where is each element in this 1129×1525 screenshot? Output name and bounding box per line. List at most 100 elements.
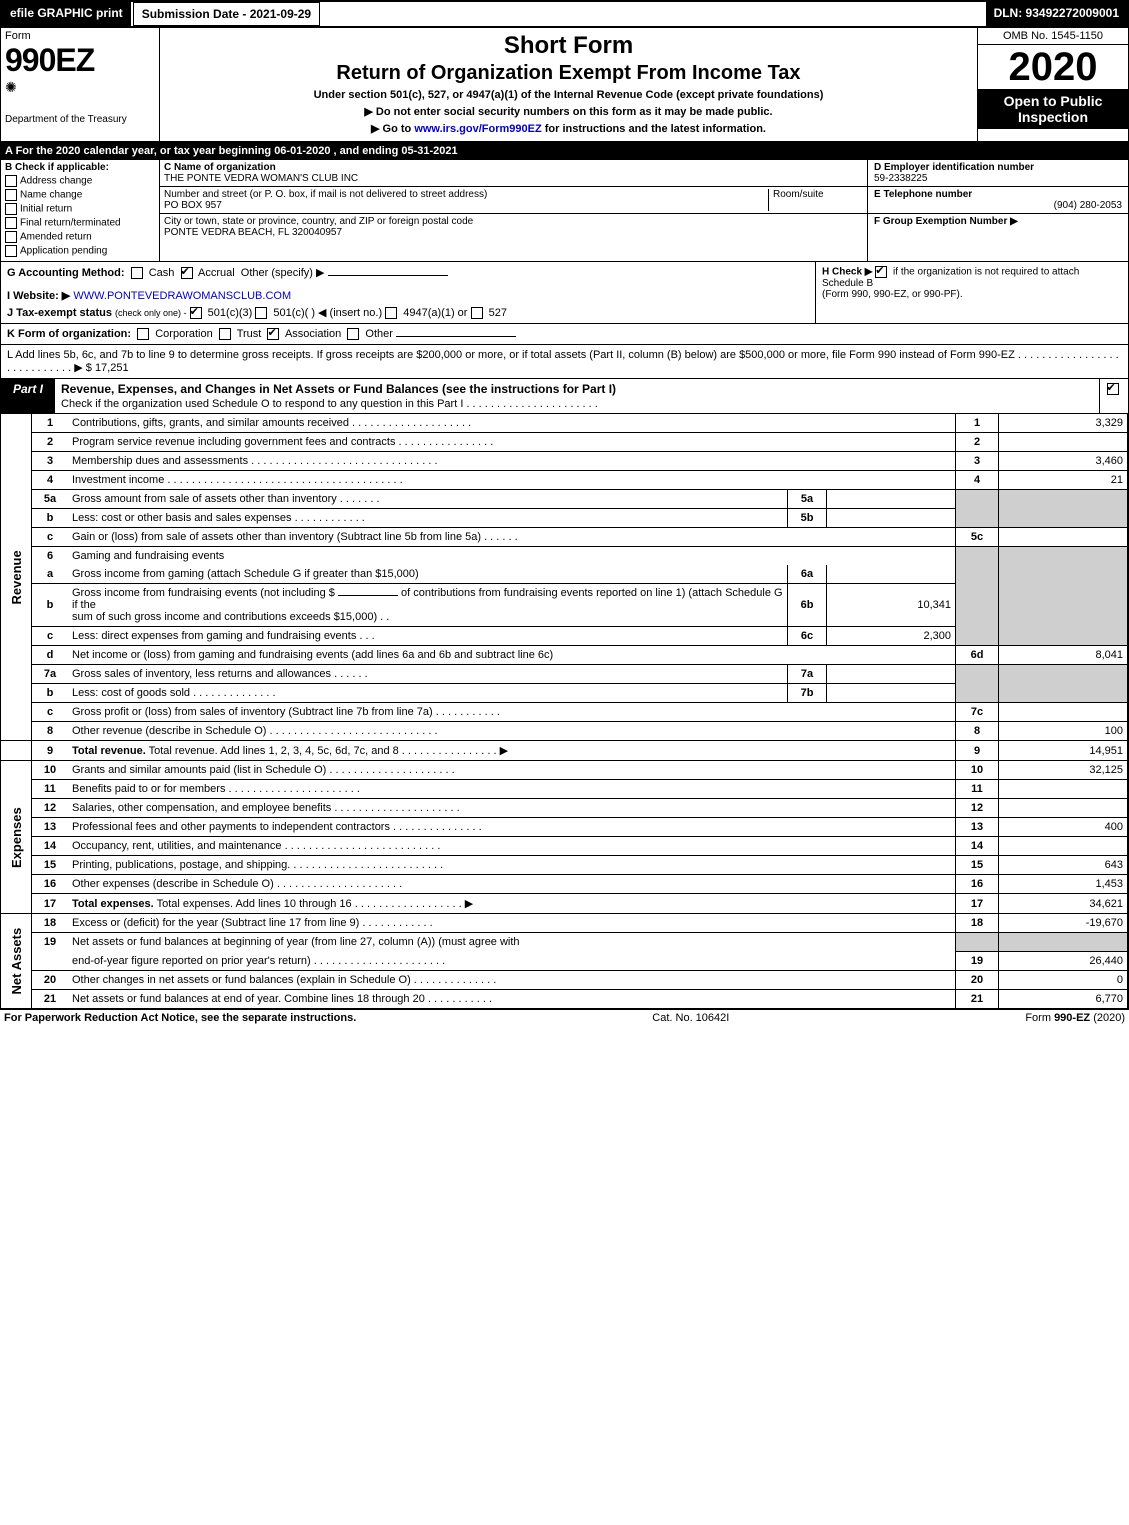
line-17-val: 34,621	[999, 894, 1128, 914]
website-link[interactable]: WWW.PONTEVEDRAWOMANSCLUB.COM	[73, 290, 291, 302]
footer-right-pre: Form	[1025, 1012, 1054, 1024]
line-12-val	[999, 799, 1128, 818]
checkbox-icon[interactable]	[137, 328, 149, 340]
ln-18: 18	[32, 914, 69, 933]
line-2-val	[999, 433, 1128, 452]
ln-9: 9	[32, 741, 69, 761]
section-d-e-f: D Employer identification number 59-2338…	[867, 160, 1128, 261]
checkbox-icon[interactable]	[255, 307, 267, 319]
line-7b-desc: Less: cost of goods sold . . . . . . . .…	[68, 684, 788, 703]
checkbox-icon[interactable]	[875, 266, 887, 278]
checkbox-icon[interactable]	[190, 307, 202, 319]
ln-1: 1	[32, 414, 69, 433]
e-tel-label: E Telephone number	[874, 189, 1122, 200]
line-6c-sublab: 6c	[788, 627, 827, 646]
open-to-public: Open to Public Inspection	[978, 89, 1128, 129]
line-6b-d3: sum of such gross income and contributio…	[72, 611, 389, 623]
grey-cell	[956, 665, 999, 703]
part-i-title-text: Revenue, Expenses, and Changes in Net As…	[61, 382, 616, 396]
line-6c-subval: 2,300	[827, 627, 956, 646]
line-19b-desc: end-of-year figure reported on prior yea…	[68, 951, 956, 970]
ln-20: 20	[32, 970, 69, 989]
line-4-val: 21	[999, 471, 1128, 490]
b-label: B Check if applicable:	[5, 162, 155, 173]
line-16-num: 16	[956, 875, 999, 894]
grey-cell	[999, 490, 1128, 528]
section-k: K Form of organization: Corporation Trus…	[0, 324, 1129, 345]
ln-17: 17	[32, 894, 69, 914]
b-amended-return[interactable]: Amended return	[5, 231, 155, 243]
department-label: Department of the Treasury	[5, 114, 155, 125]
part-i-checkbox[interactable]	[1099, 379, 1128, 413]
checkbox-icon[interactable]	[5, 245, 17, 257]
line-20-val: 0	[999, 970, 1128, 989]
b-opt-3: Final return/terminated	[20, 218, 121, 229]
k-assoc: Association	[285, 328, 341, 340]
line-6a-desc: Gross income from gaming (attach Schedul…	[68, 565, 788, 584]
line-12-num: 12	[956, 799, 999, 818]
checkbox-icon[interactable]	[5, 217, 17, 229]
line-7a-sublab: 7a	[788, 665, 827, 684]
line-15-val: 643	[999, 856, 1128, 875]
checkbox-icon[interactable]	[385, 307, 397, 319]
h-text3: (Form 990, 990-EZ, or 990-PF).	[822, 289, 963, 300]
b-address-change[interactable]: Address change	[5, 175, 155, 187]
grey-cell	[956, 490, 999, 528]
part-i-check-text: Check if the organization used Schedule …	[61, 398, 598, 410]
ln-16: 16	[32, 875, 69, 894]
b-application-pending[interactable]: Application pending	[5, 245, 155, 257]
form-subtitle-3: ▶ Go to www.irs.gov/Form990EZ for instru…	[166, 122, 971, 135]
checkbox-icon[interactable]	[181, 267, 193, 279]
checkbox-icon[interactable]	[1107, 383, 1119, 395]
d-ein-value: 59-2338225	[874, 173, 1122, 184]
line-8-num: 8	[956, 722, 999, 741]
section-b: B Check if applicable: Address change Na…	[1, 160, 160, 261]
dln-label: DLN: 93492272009001	[986, 2, 1127, 26]
ln-8: 8	[32, 722, 69, 741]
ln-5a: 5a	[32, 490, 69, 509]
b-opt-4: Amended return	[20, 232, 92, 243]
efile-print-button[interactable]: efile GRAPHIC print	[2, 2, 131, 26]
line-6b-blank[interactable]	[338, 595, 398, 596]
footer-left: For Paperwork Reduction Act Notice, see …	[4, 1012, 356, 1024]
ln-6b: b	[32, 584, 69, 627]
line-16-val: 1,453	[999, 875, 1128, 894]
line-13-num: 13	[956, 818, 999, 837]
g-cash: Cash	[149, 267, 175, 279]
checkbox-icon[interactable]	[471, 307, 483, 319]
checkbox-icon[interactable]	[5, 203, 17, 215]
section-l: L Add lines 5b, 6c, and 7b to line 9 to …	[0, 345, 1129, 379]
checkbox-icon[interactable]	[131, 267, 143, 279]
c-room-label: Room/suite	[768, 189, 863, 211]
b-initial-return[interactable]: Initial return	[5, 203, 155, 215]
ln-6a: a	[32, 565, 69, 584]
checkbox-icon[interactable]	[5, 231, 17, 243]
b-name-change[interactable]: Name change	[5, 189, 155, 201]
checkbox-icon[interactable]	[5, 189, 17, 201]
form-title-2: Return of Organization Exempt From Incom…	[166, 62, 971, 85]
checkbox-icon[interactable]	[347, 328, 359, 340]
line-14-val	[999, 837, 1128, 856]
checkbox-icon[interactable]	[5, 175, 17, 187]
form-header-left: Form 990EZ ✺ Department of the Treasury	[1, 28, 160, 141]
irs-link[interactable]: www.irs.gov/Form990EZ	[414, 123, 541, 135]
ln-6d: d	[32, 646, 69, 665]
revenue-side-label: Revenue	[1, 414, 32, 741]
g-other-input[interactable]	[328, 275, 448, 276]
sub3-pre: ▶ Go to	[371, 123, 414, 135]
k-other-input[interactable]	[396, 336, 516, 337]
lines-table-wrapper: Revenue 1 Contributions, gifts, grants, …	[0, 414, 1129, 1009]
j-opt3: 4947(a)(1) or	[403, 307, 467, 319]
form-header-right: OMB No. 1545-1150 2020 Open to Public In…	[977, 28, 1128, 141]
e-telephone-row: E Telephone number (904) 280-2053	[868, 187, 1128, 214]
ln-7a: 7a	[32, 665, 69, 684]
checkbox-icon[interactable]	[219, 328, 231, 340]
g-other: Other (specify) ▶	[241, 267, 325, 279]
checkbox-icon[interactable]	[267, 328, 279, 340]
form-subtitle-1: Under section 501(c), 527, or 4947(a)(1)…	[166, 89, 971, 101]
c-name-value: THE PONTE VEDRA WOMAN'S CLUB INC	[164, 173, 863, 184]
line-7c-val	[999, 703, 1128, 722]
submission-date-button[interactable]: Submission Date - 2021-09-29	[133, 2, 320, 26]
line-3-desc: Membership dues and assessments . . . . …	[68, 452, 956, 471]
b-final-return[interactable]: Final return/terminated	[5, 217, 155, 229]
